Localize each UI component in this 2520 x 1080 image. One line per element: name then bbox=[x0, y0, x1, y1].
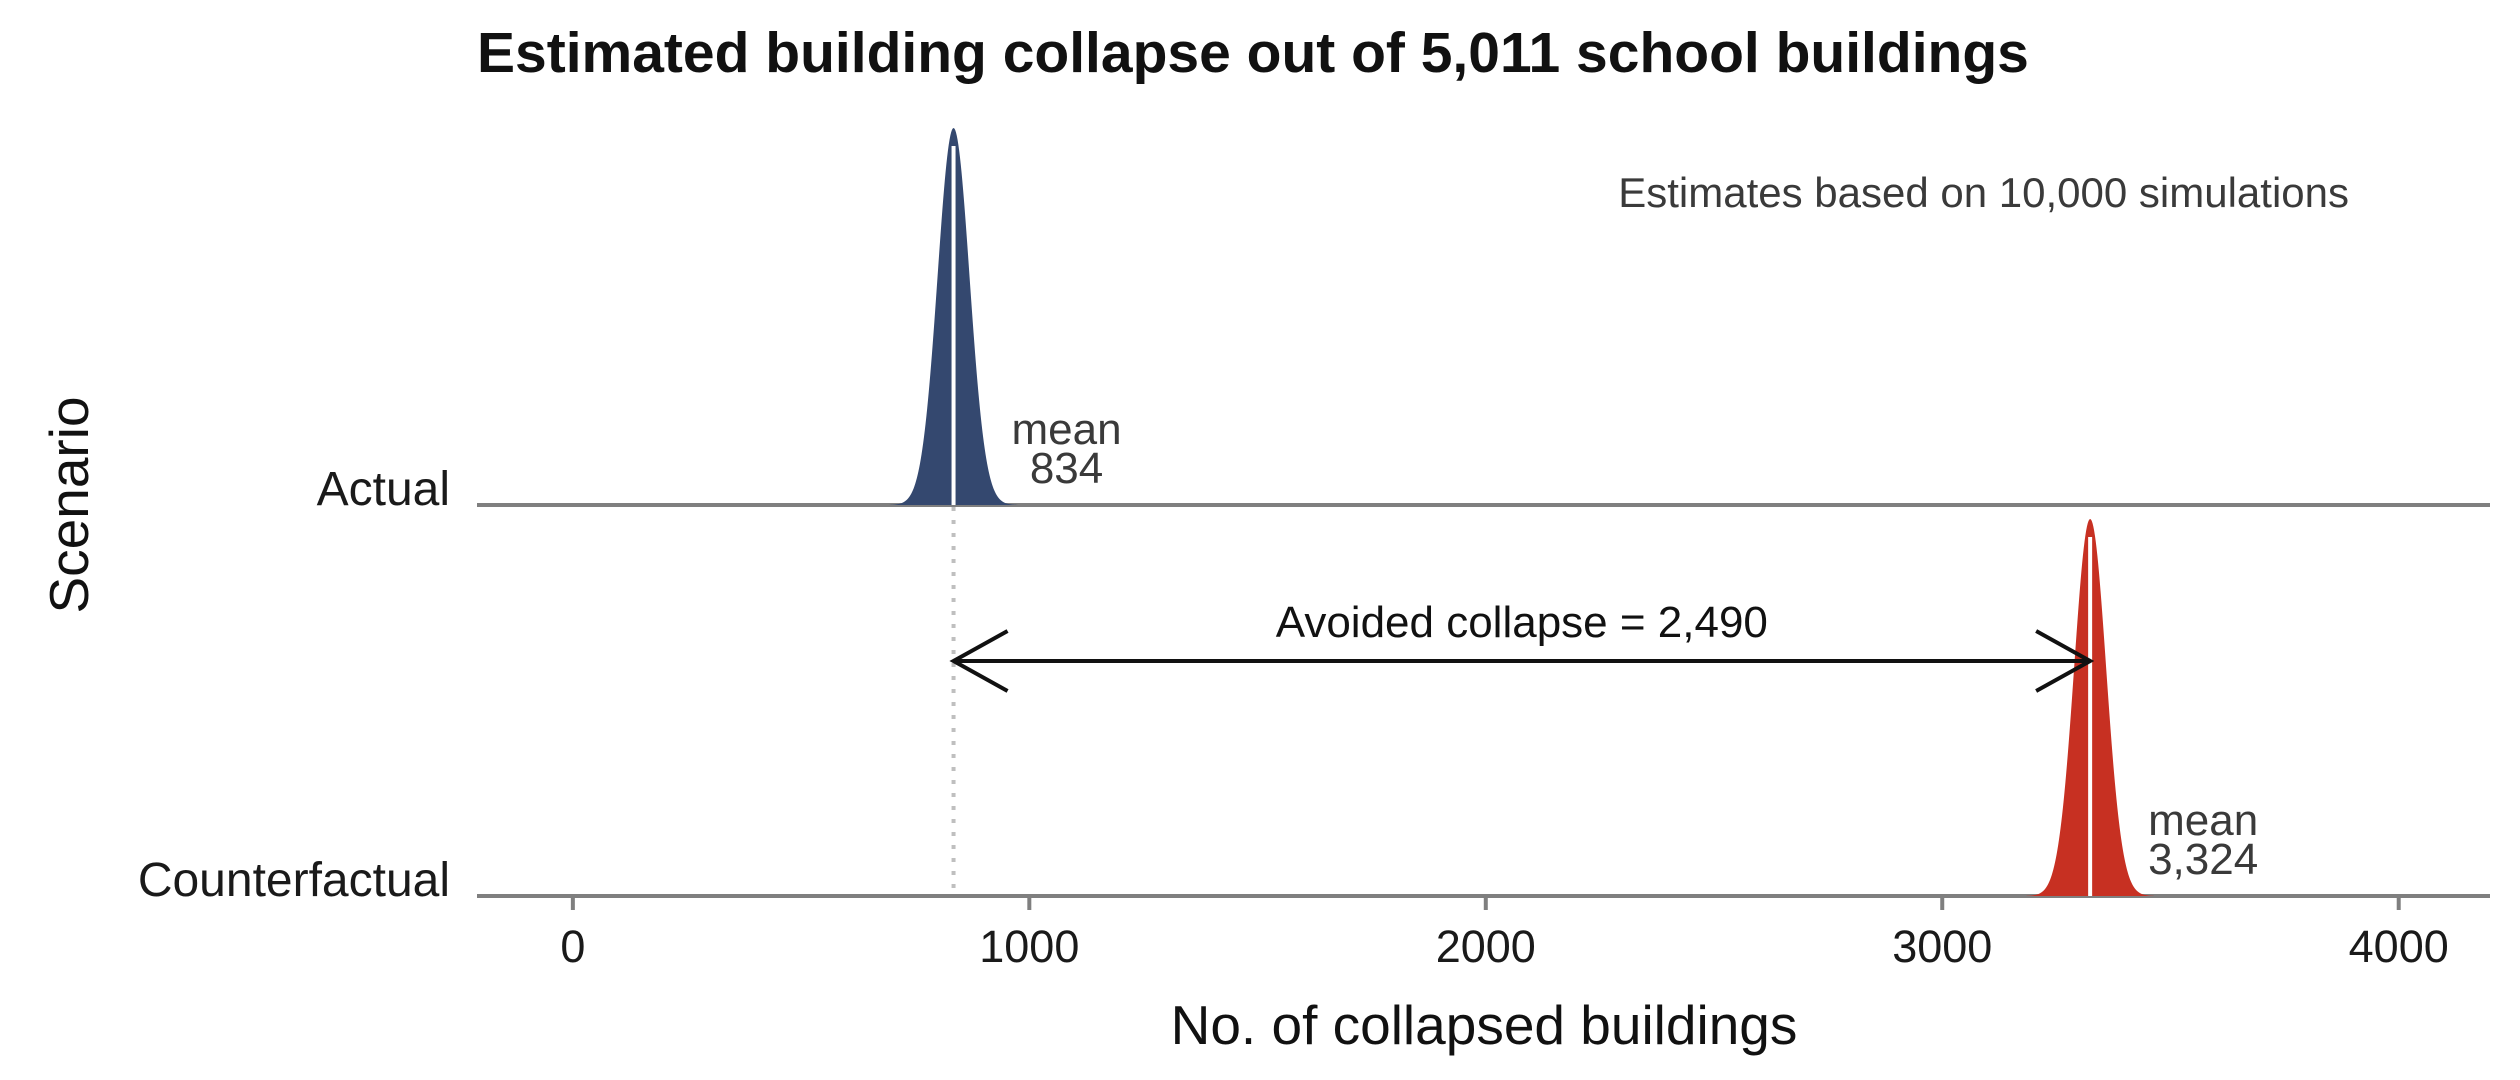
arrow-head-left bbox=[949, 629, 1009, 693]
chart-title: Estimated building collapse out of 5,011… bbox=[477, 21, 2029, 85]
mean-value-counterfactual: 3,324 bbox=[2148, 835, 2258, 884]
x-tick-label: 1000 bbox=[979, 921, 1079, 972]
mean-label-actual: mean bbox=[1012, 405, 1122, 454]
category-label-counterfactual: Counterfactual bbox=[138, 854, 450, 907]
x-axis-title: No. of collapsed buildings bbox=[1171, 994, 1798, 1056]
x-tick-label: 4000 bbox=[2349, 921, 2449, 972]
arrow-head-right bbox=[2035, 629, 2095, 693]
x-tick-label: 0 bbox=[560, 921, 585, 972]
x-tick-label: 2000 bbox=[1436, 921, 1536, 972]
y-axis-title: Scenario bbox=[38, 396, 100, 613]
mean-value-actual: 834 bbox=[1030, 444, 1103, 493]
mean-label-counterfactual: mean bbox=[2148, 796, 2258, 845]
simulation-note: Estimates based on 10,000 simulations bbox=[1618, 169, 2349, 216]
x-axis-ticks: 0 1000 2000 3000 4000 bbox=[560, 896, 2449, 972]
category-label-actual: Actual bbox=[317, 463, 450, 516]
avoided-collapse-label: Avoided collapse = 2,490 bbox=[1276, 598, 1768, 647]
x-tick-label: 3000 bbox=[1892, 921, 1992, 972]
